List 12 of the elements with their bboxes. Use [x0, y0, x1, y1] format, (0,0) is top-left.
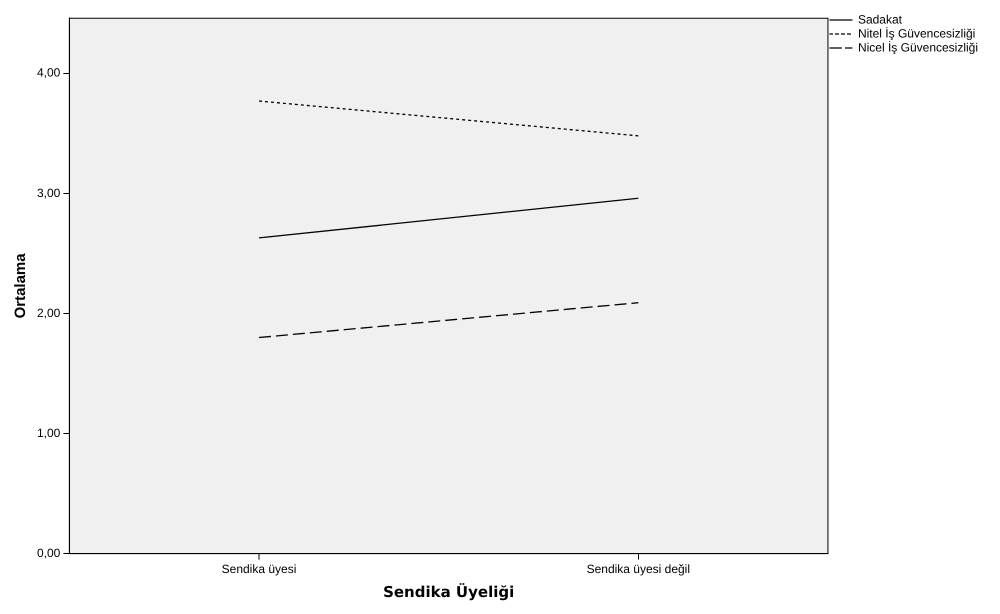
- y-tick-label: 4,00: [36, 66, 61, 80]
- y-tick-label: 1,00: [36, 426, 61, 440]
- y-tick-label: 0,00: [36, 546, 61, 560]
- y-tick-label: 3,00: [36, 186, 61, 200]
- x-tick-label: Sendika üyesi değil: [586, 562, 690, 576]
- y-axis-title: Ortalama: [12, 252, 30, 318]
- y-tick-label: 2,00: [36, 306, 61, 320]
- x-axis-title: Sendika Üyeliği: [383, 582, 514, 601]
- legend-label: Nicel İş Güvencesizliği: [858, 40, 978, 54]
- x-tick-label: Sendika üyesi: [222, 562, 296, 576]
- legend-label: Sadakat: [858, 12, 903, 26]
- legend-label: Nitel İş Güvencesizliği: [858, 26, 976, 40]
